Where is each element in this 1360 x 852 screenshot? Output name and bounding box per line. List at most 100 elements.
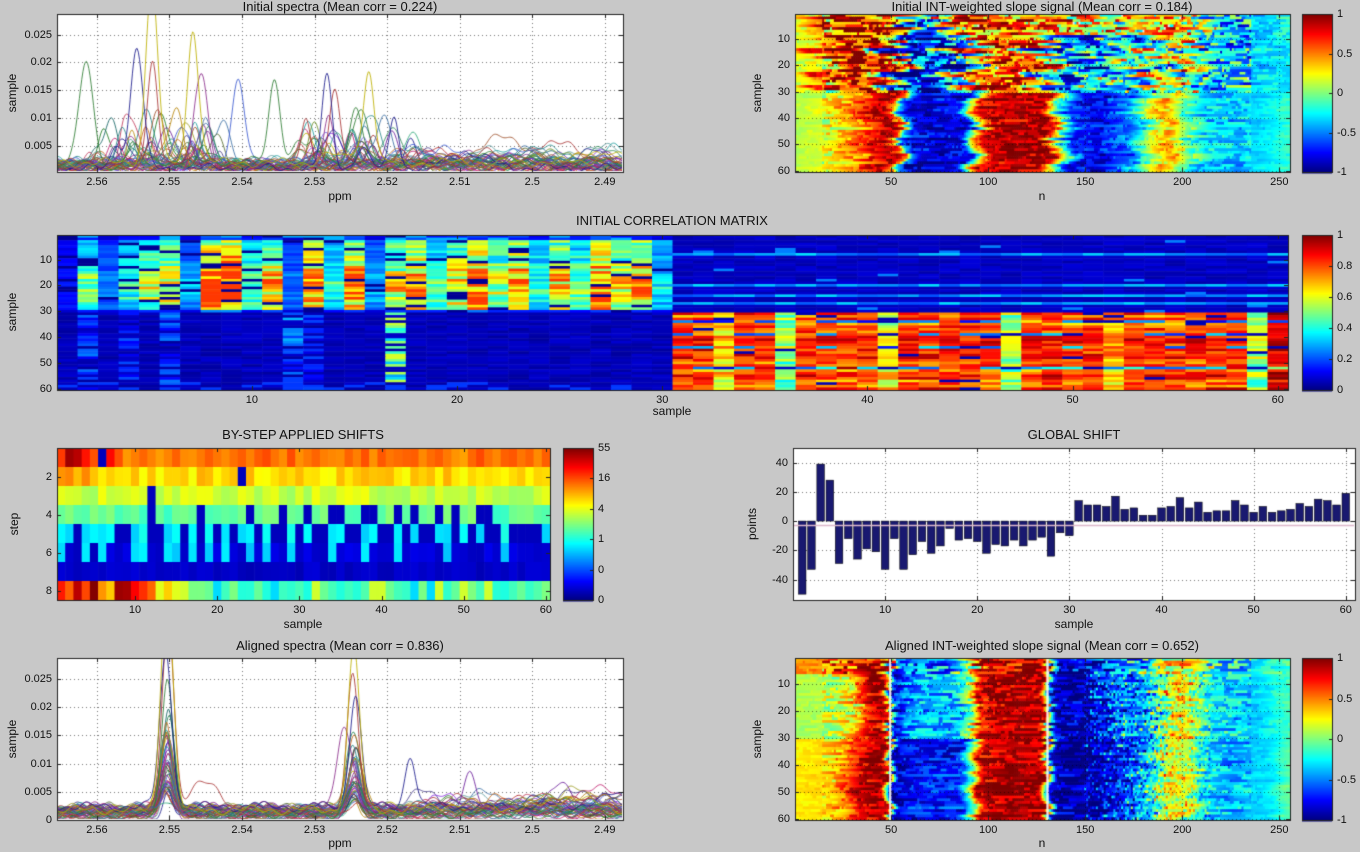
y-tick-label: 40 [777, 112, 790, 125]
x-tick-label: 50 [884, 176, 898, 188]
y-tick-label: 40 [775, 456, 788, 469]
colorbar-tick-label: 4 [598, 502, 605, 515]
colorbar-tick-label: 0 [1337, 87, 1344, 99]
y-tick-label: 0.005 [24, 785, 52, 798]
ylabel-initial-slope: sample [750, 73, 764, 113]
x-tick-label: 60 [1271, 394, 1284, 406]
colorbar-tick-label: 0.2 [1337, 353, 1353, 365]
x-tick-label: 10 [245, 394, 259, 406]
title-correlation: INITIAL CORRELATION MATRIX [576, 213, 768, 228]
x-tick-label: 50 [884, 824, 898, 836]
y-tick-label: 0.01 [30, 112, 52, 125]
colorbar-tick-label: 1 [1337, 8, 1344, 20]
y-tick-label: 8 [45, 584, 52, 597]
colorbar-tick-label: 0.5 [1337, 47, 1353, 60]
colorbar-tick-label: -1 [1337, 166, 1347, 178]
colorbar-tick-label: 1 [1337, 652, 1344, 664]
title-aligned-spectra: Aligned spectra (Mean corr = 0.836) [236, 638, 444, 653]
x-tick-label: 40 [861, 394, 874, 406]
y-tick-label: 6 [45, 546, 52, 559]
y-tick-label: 20 [777, 704, 790, 717]
y-tick-label: 10 [39, 253, 52, 266]
title-initial-spectra: Initial spectra (Mean corr = 0.224) [242, 0, 438, 14]
x-tick-label: 2.52 [376, 824, 398, 836]
y-tick-label: 0.025 [24, 28, 52, 41]
y-tick-label: 60 [777, 812, 790, 825]
x-tick-label: 2.56 [86, 824, 108, 836]
y-tick-label: 10 [777, 677, 790, 690]
colorbar-tick-label: 0 [598, 563, 605, 576]
x-tick-label: 2.53 [303, 176, 326, 188]
y-tick-label: 0.02 [30, 701, 52, 714]
colorbar-tick-label: 1 [598, 533, 605, 546]
y-tick-label: 50 [777, 138, 790, 151]
colorbar-tick-label: 0 [1337, 384, 1344, 396]
colorbar-tick-label: 0.5 [1337, 692, 1353, 705]
x-tick-label: 30 [1063, 604, 1076, 616]
colorbar-tick-label: -0.5 [1337, 126, 1356, 139]
ylabel-initial-spectra: sample [5, 73, 19, 113]
x-tick-label: 60 [1339, 604, 1352, 616]
x-tick-label: 150 [1076, 176, 1095, 188]
x-tick-label: 2.51 [449, 176, 471, 188]
y-tick-label: 0 [781, 515, 788, 528]
colorbar-tick-label: 0.6 [1337, 291, 1353, 303]
colorbar-tick-label: 0.4 [1337, 322, 1353, 334]
y-tick-label: 40 [777, 758, 790, 771]
x-tick-label: 200 [1173, 824, 1192, 836]
y-tick-label: 0 [45, 814, 52, 826]
ylabel-global-shift: points [745, 507, 759, 541]
xlabel-bystep-shifts: sample [283, 617, 323, 631]
x-tick-label: 2.54 [231, 824, 253, 836]
y-tick-label: 60 [39, 382, 52, 395]
title-aligned-slope: Aligned INT-weighted slope signal (Mean … [885, 638, 1199, 653]
y-tick-label: 20 [777, 59, 790, 72]
x-tick-label: 50 [1066, 394, 1079, 406]
y-tick-label: 0.02 [30, 56, 52, 69]
y-tick-label: 30 [39, 305, 52, 318]
x-tick-label: 10 [879, 604, 892, 616]
x-tick-label: 2.49 [594, 176, 616, 188]
y-tick-label: 60 [777, 164, 790, 177]
x-tick-label: 30 [293, 604, 306, 616]
y-tick-label: 4 [45, 508, 52, 521]
x-tick-label: 100 [978, 176, 998, 188]
x-tick-label: 2.55 [158, 824, 181, 836]
x-tick-label: 2.5 [524, 176, 540, 188]
y-tick-label: 0.015 [24, 84, 52, 97]
x-tick-label: 20 [450, 394, 464, 406]
x-tick-label: 30 [656, 394, 669, 406]
colorbar-tick-label: 55 [598, 442, 611, 454]
title-global-shift: GLOBAL SHIFT [1027, 427, 1121, 442]
title-bystep-shifts: BY-STEP APPLIED SHIFTS [222, 427, 384, 442]
x-tick-label: 2.5 [524, 824, 540, 836]
x-tick-label: 2.56 [86, 176, 108, 188]
ylabel-correlation: sample [5, 292, 19, 332]
y-tick-label: 10 [777, 33, 790, 46]
x-tick-label: 60 [539, 604, 553, 616]
x-tick-label: 2.51 [449, 824, 471, 836]
y-tick-label: 0.01 [30, 757, 52, 770]
x-tick-label: 2.55 [158, 176, 181, 188]
y-tick-label: 20 [775, 485, 788, 498]
y-tick-label: -40 [772, 573, 788, 586]
x-tick-label: 50 [457, 604, 470, 616]
x-tick-label: 2.52 [376, 176, 398, 188]
x-tick-label: 2.54 [231, 176, 253, 188]
xlabel-global-shift: sample [1054, 617, 1094, 631]
x-tick-label: 20 [971, 604, 984, 616]
x-tick-label: 10 [128, 604, 142, 616]
title-initial-slope: Initial INT-weighted slope signal (Mean … [891, 0, 1193, 14]
colorbar-tick-label: 0 [598, 594, 605, 606]
y-tick-label: 0.005 [24, 139, 52, 152]
y-tick-label: 2 [45, 470, 52, 483]
y-tick-label: 40 [39, 331, 52, 344]
colorbar-tick-label: 0.8 [1337, 260, 1353, 272]
x-tick-label: 150 [1076, 824, 1095, 836]
x-tick-label: 250 [1270, 176, 1289, 188]
y-tick-label: 50 [39, 356, 52, 369]
colorbar-tick-label: 16 [598, 472, 611, 485]
y-tick-label: -20 [772, 544, 788, 557]
